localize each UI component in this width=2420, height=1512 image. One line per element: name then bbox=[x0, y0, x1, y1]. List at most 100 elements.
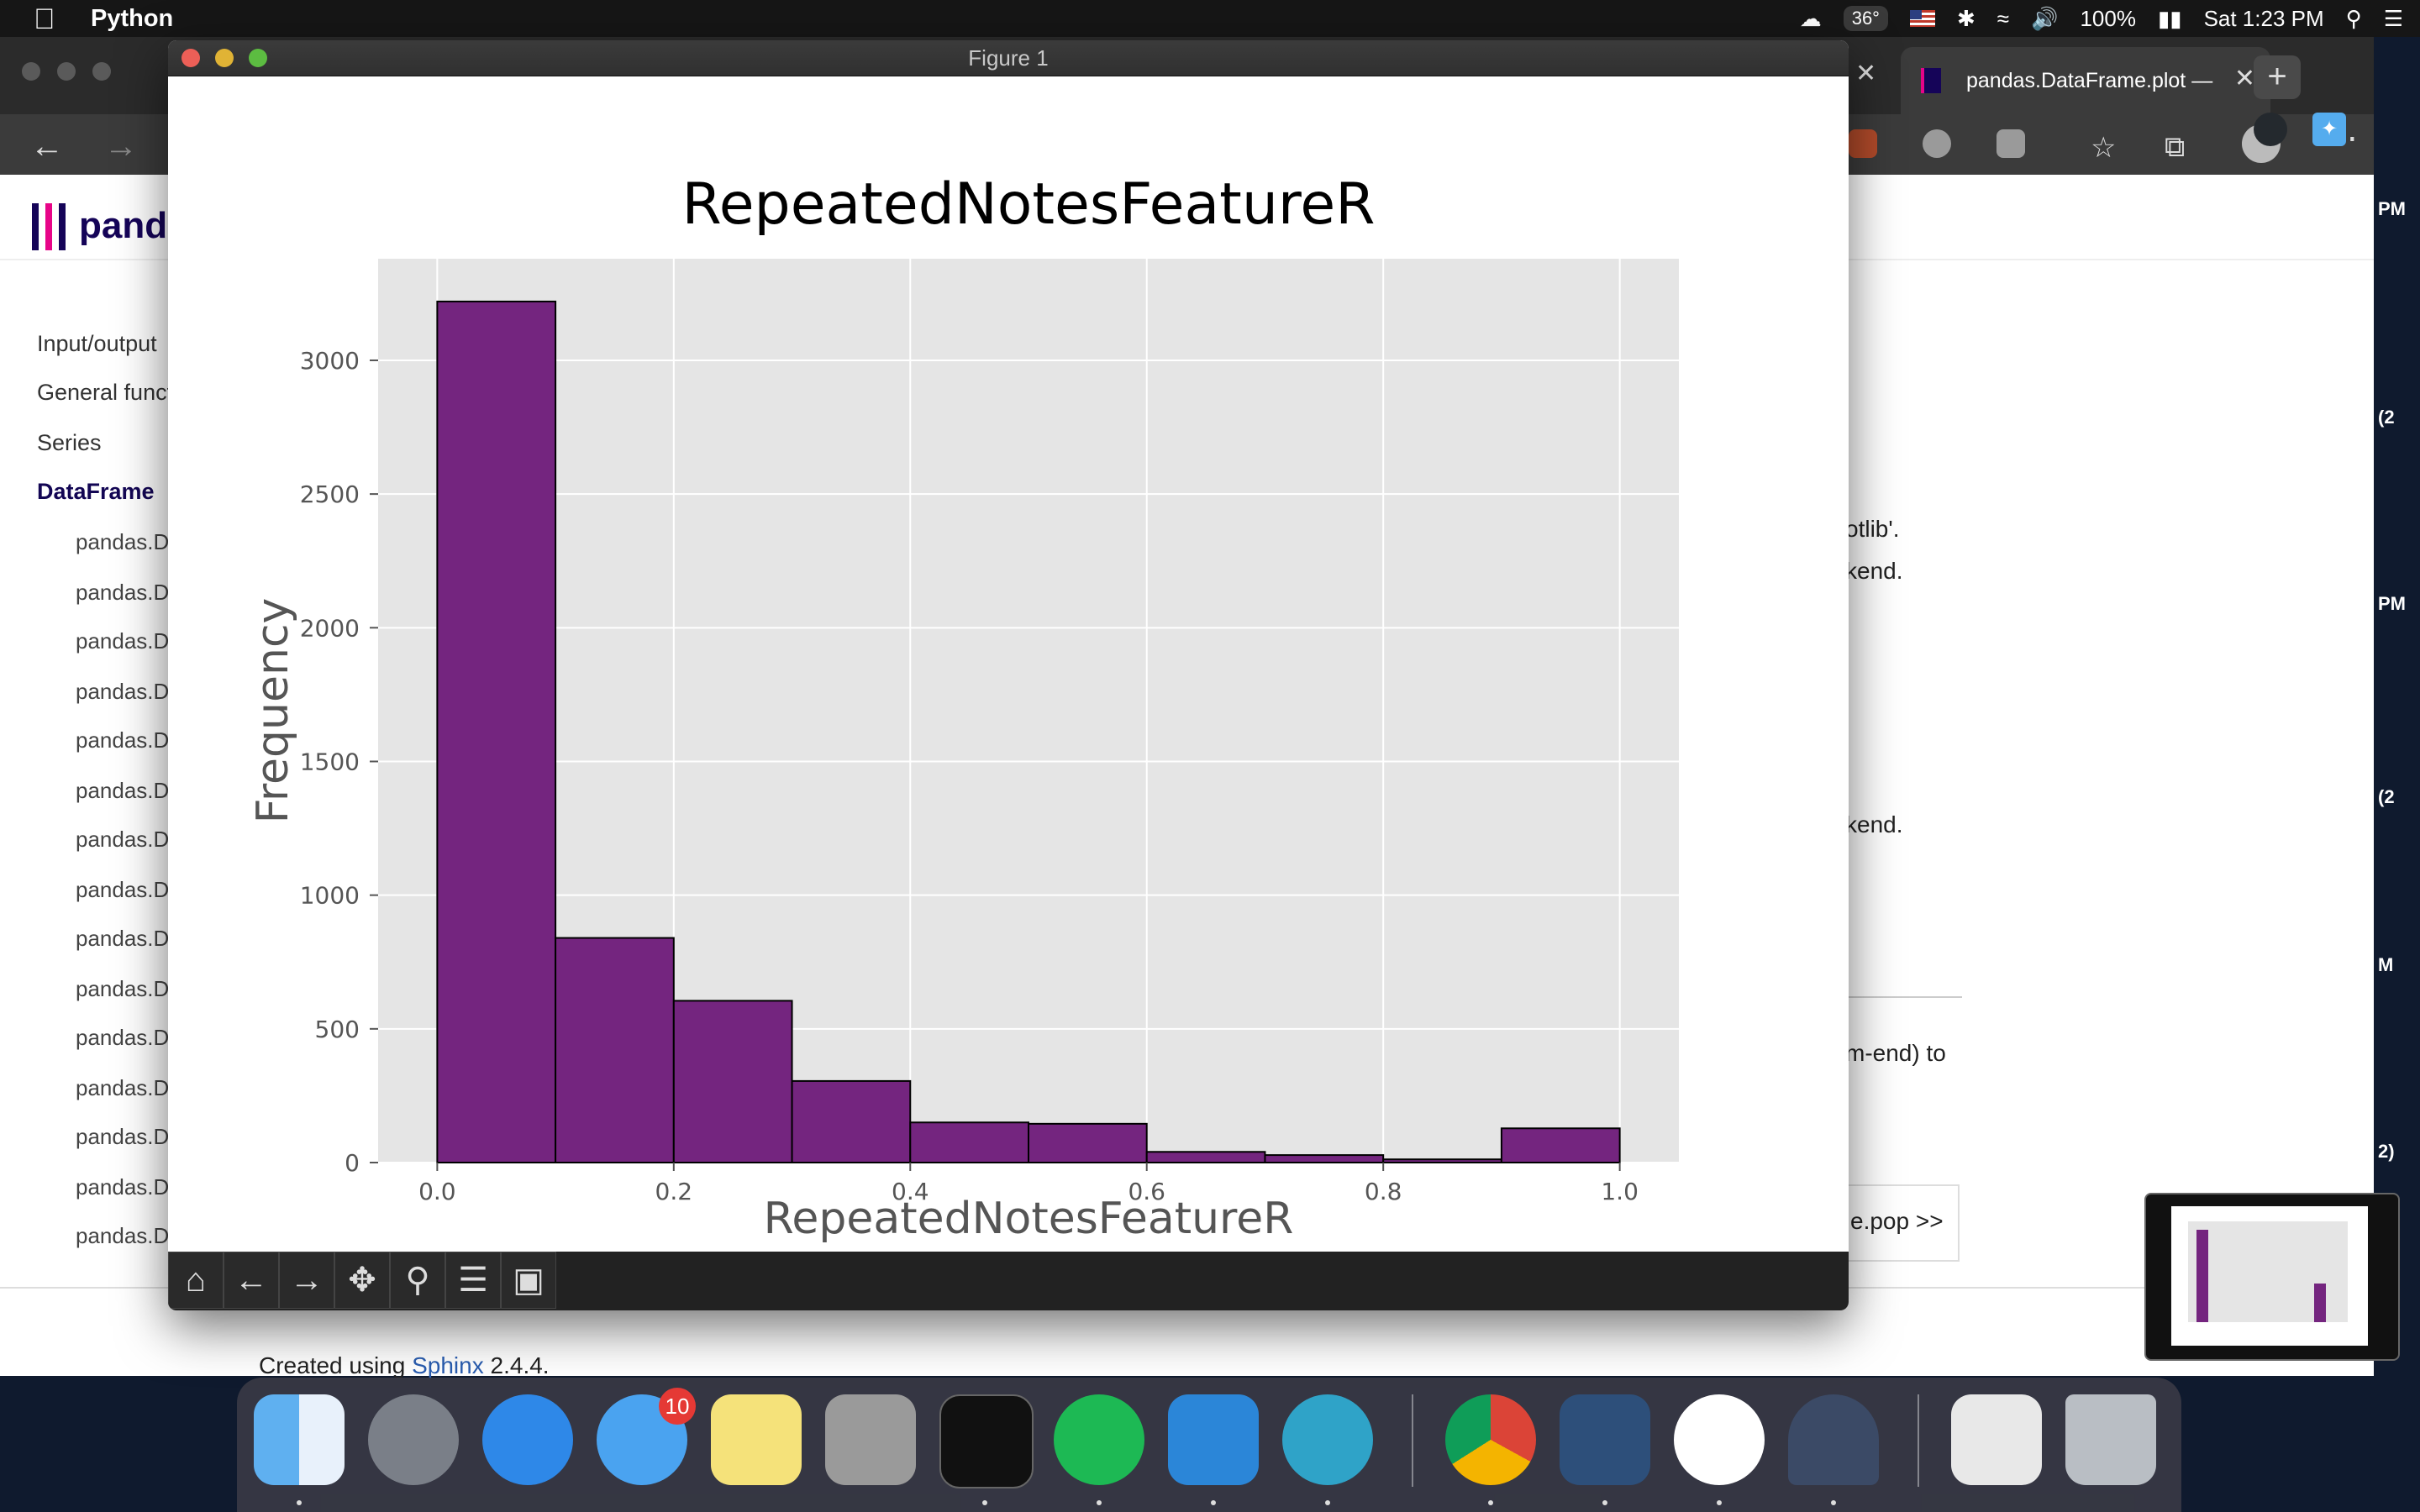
y-axis-label: Frequency bbox=[248, 598, 298, 824]
new-tab-button[interactable]: + bbox=[2254, 55, 2301, 99]
sidebar-subitem[interactable]: pandas.D bbox=[76, 1124, 170, 1149]
sphinx-link[interactable]: Sphinx bbox=[412, 1352, 484, 1378]
sidebar-subitem[interactable]: pandas.D bbox=[76, 877, 170, 902]
minimize-window-button[interactable] bbox=[57, 62, 76, 81]
downloads-stack-icon[interactable] bbox=[1951, 1394, 2042, 1485]
back-arrow-icon[interactable]: ← bbox=[30, 128, 64, 165]
close-icon[interactable]: ✕ bbox=[1855, 60, 1877, 87]
extension-icon[interactable] bbox=[1849, 129, 1877, 158]
chart-title: RepeatedNotesFeatureR bbox=[682, 171, 1376, 238]
sidebar-subitem[interactable]: pandas.D bbox=[76, 529, 170, 554]
running-indicator bbox=[1488, 1500, 1493, 1505]
sidebar-item-general-functions[interactable]: General funct bbox=[37, 380, 174, 405]
minimize-window-button[interactable] bbox=[215, 49, 234, 67]
control-center-icon[interactable]: ☰ bbox=[2383, 5, 2403, 31]
home-icon[interactable]: ⌂ bbox=[168, 1252, 224, 1309]
histogram-bar bbox=[909, 1121, 1029, 1164]
mongodb-compass-icon[interactable] bbox=[1674, 1394, 1765, 1485]
notes-icon[interactable] bbox=[711, 1394, 802, 1485]
figure-toolbar: ⌂ ← → ✥ ⚲ ☰ ▣ bbox=[168, 1252, 1849, 1310]
close-tab-icon[interactable]: ✕ bbox=[2233, 65, 2255, 92]
sidebar-subitem[interactable]: pandas.D bbox=[76, 1025, 170, 1050]
sidebar-subitem[interactable]: pandas.D bbox=[76, 1075, 170, 1100]
zoom-window-button[interactable] bbox=[249, 49, 267, 67]
forward-arrow-icon[interactable]: → bbox=[104, 128, 138, 165]
finder-icon[interactable] bbox=[254, 1394, 345, 1485]
pandas-logo-icon[interactable] bbox=[32, 203, 66, 250]
footer-text: Created using bbox=[259, 1352, 413, 1378]
screenshot-thumbnail[interactable] bbox=[2144, 1193, 2400, 1361]
trash-icon[interactable] bbox=[2065, 1394, 2156, 1485]
spotlight-search-icon[interactable]: ⚲ bbox=[2345, 5, 2362, 31]
twitter-icon[interactable]: ✦ bbox=[2312, 113, 2346, 146]
zoom-icon[interactable]: ⚲ bbox=[390, 1252, 445, 1309]
sidebar-item-series[interactable]: Series bbox=[37, 430, 102, 455]
bluetooth-icon[interactable]: ✱ bbox=[1956, 5, 1975, 31]
menu-bar:  Python ☁ 36° ✱ ≈ 🔊 100% ▮▮ Sat 1:23 PM… bbox=[0, 0, 2420, 37]
forward-icon[interactable]: → bbox=[279, 1252, 334, 1309]
battery-percent[interactable]: 100% bbox=[2080, 5, 2136, 31]
x-tick-label: 0.6 bbox=[1128, 1178, 1165, 1205]
sidebar-item-dataframe[interactable]: DataFrame bbox=[37, 479, 155, 504]
mysql-workbench-icon[interactable] bbox=[1560, 1394, 1650, 1485]
python-launcher-icon[interactable] bbox=[1788, 1394, 1879, 1485]
desktop-item-fragment: 2) bbox=[2378, 1141, 2395, 1162]
sidebar-subitem[interactable]: pandas.D bbox=[76, 580, 170, 605]
active-app-name[interactable]: Python bbox=[91, 5, 174, 32]
content-divider bbox=[1849, 996, 1962, 998]
zoom-window-button[interactable] bbox=[92, 62, 111, 81]
sidebar-subitem[interactable]: pandas.D bbox=[76, 727, 170, 753]
sidebar-subitem[interactable]: pandas.D bbox=[76, 976, 170, 1001]
site-logo-text[interactable]: pand bbox=[79, 205, 168, 246]
sidebar-subitem[interactable]: pandas.D bbox=[76, 1223, 170, 1248]
us-flag-input-icon[interactable] bbox=[1909, 10, 1935, 27]
wifi-icon[interactable]: ≈ bbox=[1996, 5, 2010, 31]
sidebar-subitem[interactable]: pandas.D bbox=[76, 628, 170, 654]
apple-menu-icon[interactable]:  bbox=[34, 3, 55, 36]
sidebar-subitem[interactable]: pandas.D bbox=[76, 827, 170, 852]
footer-text: 2.4.4. bbox=[483, 1352, 550, 1378]
thumbnail-preview bbox=[2171, 1206, 2368, 1346]
extension-icon[interactable] bbox=[1923, 129, 1951, 158]
battery-icon[interactable]: ▮▮ bbox=[2157, 5, 2182, 31]
histogram-bar bbox=[1264, 1154, 1385, 1164]
desktop-item-fragment: M bbox=[2378, 954, 2394, 975]
chrome-icon[interactable] bbox=[1445, 1394, 1536, 1485]
terminal-icon[interactable] bbox=[939, 1394, 1034, 1488]
sidebar-item-input-output[interactable]: Input/output bbox=[37, 331, 157, 356]
desktop-item-fragment: PM bbox=[2378, 198, 2406, 219]
pan-icon[interactable]: ✥ bbox=[334, 1252, 390, 1309]
safari-icon[interactable] bbox=[482, 1394, 573, 1485]
close-window-button[interactable] bbox=[182, 49, 200, 67]
sidebar-subitem[interactable]: pandas.D bbox=[76, 778, 170, 803]
launchpad-icon[interactable] bbox=[368, 1394, 459, 1485]
sidebar-subitem[interactable]: pandas.D bbox=[76, 926, 170, 951]
sidebar-subitem[interactable]: pandas.D bbox=[76, 679, 170, 704]
doc-text-fragment: otlib'. bbox=[1845, 516, 1900, 542]
browser-tab-active[interactable]: pandas.DataFrame.plot — ✕ bbox=[1901, 47, 2270, 114]
system-preferences-icon[interactable] bbox=[825, 1394, 916, 1485]
figure-title-bar[interactable]: Figure 1 bbox=[168, 40, 1849, 76]
github-icon[interactable] bbox=[2254, 113, 2287, 146]
creative-cloud-icon[interactable]: ☁ bbox=[1799, 5, 1822, 31]
menubar-clock[interactable]: Sat 1:23 PM bbox=[2203, 5, 2324, 31]
next-page-link[interactable]: e.pop >> bbox=[1840, 1184, 1960, 1262]
subplots-icon[interactable]: ☰ bbox=[445, 1252, 501, 1309]
save-icon[interactable]: ▣ bbox=[501, 1252, 556, 1309]
close-window-button[interactable] bbox=[22, 62, 40, 81]
extension-icon[interactable] bbox=[1996, 129, 2025, 158]
spotify-icon[interactable] bbox=[1054, 1394, 1144, 1485]
sidebar-subitem[interactable]: pandas.D bbox=[76, 1174, 170, 1200]
weather-temperature[interactable]: 36° bbox=[1843, 6, 1888, 31]
doc-link[interactable]: kend bbox=[1845, 558, 1897, 584]
volume-icon[interactable]: 🔊 bbox=[2031, 5, 2059, 31]
edge-icon[interactable] bbox=[1282, 1394, 1373, 1485]
vscode-icon[interactable] bbox=[1168, 1394, 1259, 1485]
x-axis-label: RepeatedNotesFeatureR bbox=[764, 1194, 1294, 1244]
thumbnail-bar bbox=[2196, 1230, 2208, 1322]
doc-text-fragment: kend. bbox=[1845, 811, 1903, 837]
y-tick-label: 2500 bbox=[300, 480, 360, 508]
back-icon[interactable]: ← bbox=[224, 1252, 279, 1309]
favorites-star-icon[interactable]: ☆ bbox=[2091, 132, 2117, 164]
collections-icon[interactable]: ⧉ bbox=[2165, 131, 2186, 163]
